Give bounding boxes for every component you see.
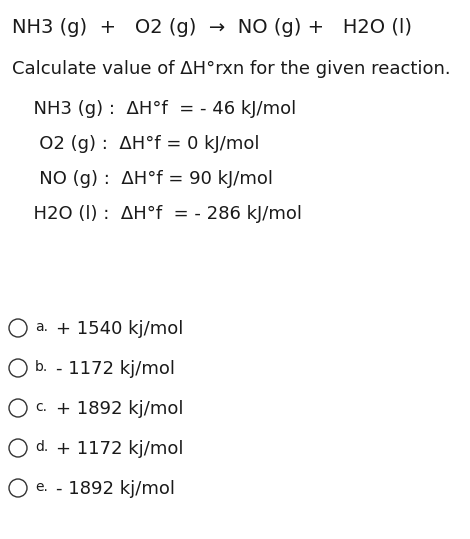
Text: O2 (g) :  ΔH°f = 0 kJ/mol: O2 (g) : ΔH°f = 0 kJ/mol (22, 135, 259, 153)
Text: c.: c. (35, 400, 47, 414)
Text: b.: b. (35, 360, 48, 374)
Text: a.: a. (35, 320, 48, 334)
Text: + 1172 kj/mol: + 1172 kj/mol (56, 440, 183, 458)
Text: + 1892 kj/mol: + 1892 kj/mol (56, 400, 183, 418)
Text: H2O (l) :  ΔH°f  = - 286 kJ/mol: H2O (l) : ΔH°f = - 286 kJ/mol (22, 205, 302, 223)
Text: + 1540 kj/mol: + 1540 kj/mol (56, 320, 183, 338)
Text: - 1892 kj/mol: - 1892 kj/mol (56, 480, 175, 498)
Text: - 1172 kj/mol: - 1172 kj/mol (56, 360, 175, 378)
Text: e.: e. (35, 480, 48, 494)
Text: Calculate value of ΔH°rxn for the given reaction.: Calculate value of ΔH°rxn for the given … (12, 60, 451, 78)
Text: NH3 (g) :  ΔH°f  = - 46 kJ/mol: NH3 (g) : ΔH°f = - 46 kJ/mol (22, 100, 296, 118)
Text: NH3 (g)  +   O2 (g)  →  NO (g) +   H2O (l): NH3 (g) + O2 (g) → NO (g) + H2O (l) (12, 18, 412, 37)
Text: NO (g) :  ΔH°f = 90 kJ/mol: NO (g) : ΔH°f = 90 kJ/mol (22, 170, 273, 188)
Text: d.: d. (35, 440, 48, 454)
